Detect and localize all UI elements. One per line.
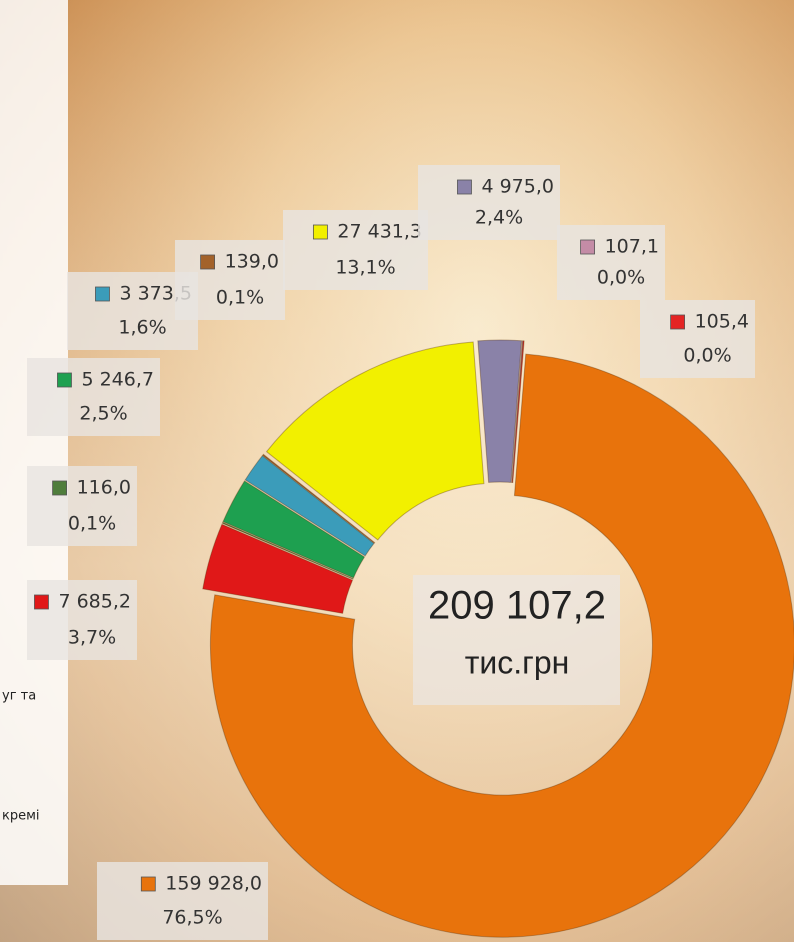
- label-box: [27, 580, 137, 660]
- value-label: 4 975,0: [481, 176, 554, 198]
- legend-fragment: уг та: [2, 689, 36, 704]
- legend-panel: [0, 0, 68, 885]
- percent-label: 2,4%: [475, 207, 523, 229]
- center-unit: тис.грн: [465, 644, 570, 680]
- value-label: 139,0: [225, 251, 279, 273]
- value-label: 107,1: [605, 236, 659, 258]
- legend-marker: [57, 372, 72, 388]
- label-box: [97, 862, 268, 940]
- donut-segment: [511, 340, 525, 484]
- percent-label: 0,1%: [68, 513, 116, 535]
- donut-segment: [477, 339, 522, 483]
- legend-fragment: кремі: [2, 809, 40, 824]
- center-label: 209 107,2: [428, 584, 606, 628]
- legend-marker: [34, 594, 49, 610]
- legend-marker: [670, 314, 685, 330]
- legend-marker: [312, 224, 328, 240]
- label-box: [283, 210, 428, 290]
- percent-label: 13,1%: [335, 257, 395, 279]
- percent-label: 0,0%: [597, 267, 645, 289]
- label-box: [27, 358, 160, 436]
- donut-segment: [261, 453, 376, 544]
- label-box: [557, 225, 665, 300]
- value-label: 3 373,5: [119, 283, 192, 305]
- legend-marker: [457, 179, 472, 195]
- donut-segment: [222, 480, 366, 579]
- donut-segment: [244, 454, 375, 557]
- label-box: [27, 466, 137, 546]
- value-label: 105,4: [695, 311, 749, 333]
- donut-segment: [221, 521, 354, 580]
- legend-marker: [580, 239, 595, 255]
- value-label: 159 928,0: [165, 873, 262, 895]
- donut-segment: [210, 353, 794, 938]
- percent-label: 3,7%: [68, 627, 116, 649]
- percent-label: 76,5%: [162, 907, 222, 929]
- label-box: [418, 165, 560, 240]
- legend-marker: [200, 254, 215, 270]
- value-label: 5 246,7: [81, 369, 154, 391]
- label-box: [640, 300, 755, 378]
- percent-label: 2,5%: [79, 403, 127, 425]
- value-label: 116,0: [77, 477, 131, 499]
- center-box: [413, 575, 620, 705]
- value-label: 27 431,3: [337, 221, 422, 243]
- donut-segment: [511, 340, 524, 484]
- label-box: [175, 240, 285, 320]
- percent-label: 0,0%: [683, 345, 731, 367]
- donut-segment: [202, 523, 354, 614]
- legend-marker: [140, 876, 156, 892]
- legend-marker: [95, 286, 110, 302]
- legend-marker: [52, 480, 67, 496]
- percent-label: 0,1%: [216, 287, 264, 309]
- donut-segment: [265, 341, 485, 541]
- value-label: 7 685,2: [58, 591, 131, 613]
- percent-label: 1,6%: [118, 317, 166, 339]
